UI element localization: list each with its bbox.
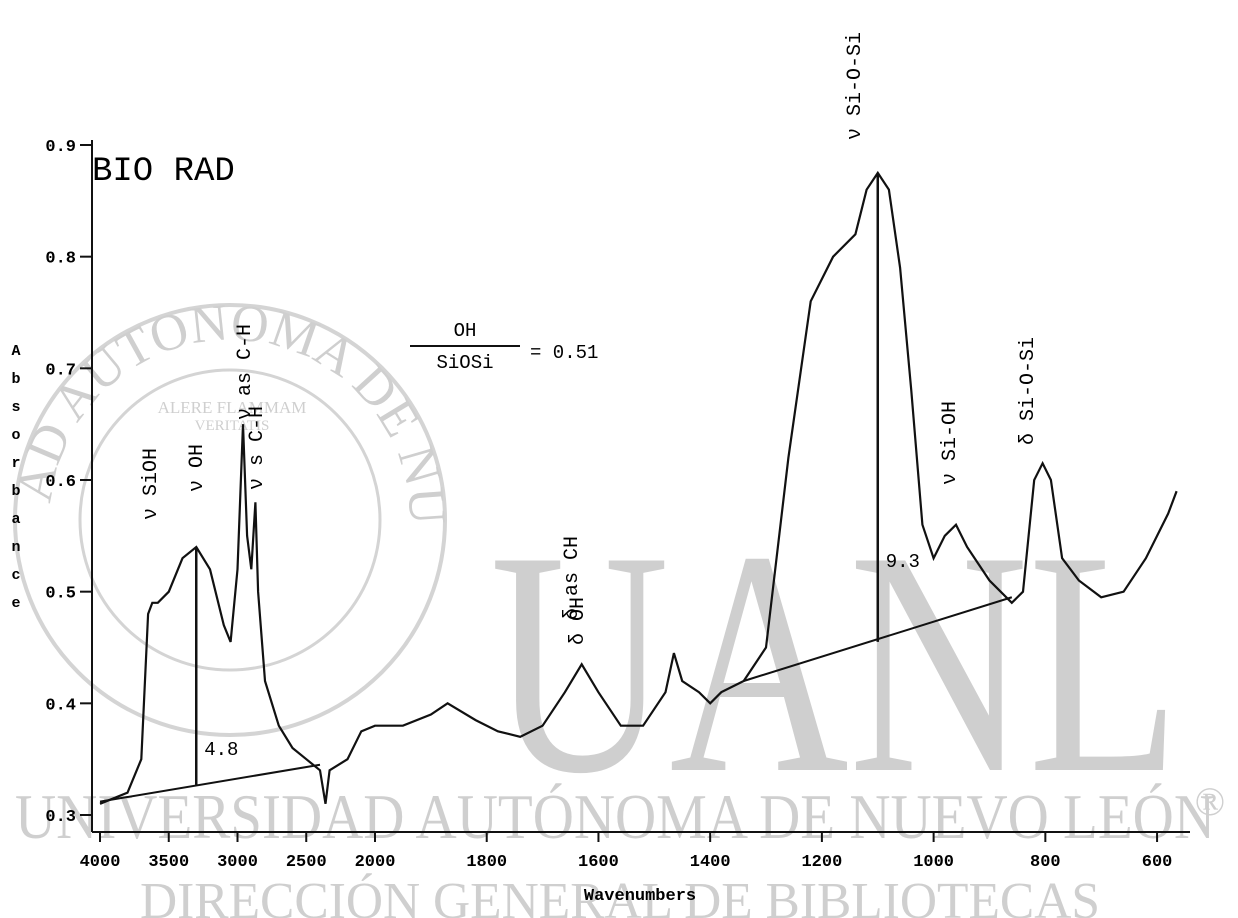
x-tick-label: 1200: [801, 853, 842, 872]
x-tick-label: 2500: [286, 853, 327, 872]
x-axis-label: Wavenumbers: [584, 887, 696, 906]
x-tick-label: 4000: [80, 853, 121, 872]
logo: UANL: [490, 486, 1180, 840]
x-tick-label: 1400: [690, 853, 731, 872]
seal-inner: [78, 368, 382, 672]
x-tick-label: 1000: [913, 853, 954, 872]
seal-outer: [13, 303, 447, 737]
y-tick-label: 0.5: [45, 585, 76, 604]
band-annotation: δ as CH: [561, 536, 584, 620]
x-tick-label: 2000: [355, 853, 396, 872]
band-annotation: δ OH: [567, 597, 590, 645]
y-tick-label: 0.6: [45, 473, 76, 492]
band-annotation: ν s C-H: [246, 406, 269, 490]
x-tick-label: 800: [1030, 853, 1061, 872]
y-tick-label: 0.4: [45, 696, 76, 715]
watermark-line: DIRECCIÓN GENERAL DE BIBLIOTECAS: [140, 872, 1100, 918]
seal-motto: ALERE FLAMMAM: [158, 398, 307, 417]
band-annotation: ν OH: [186, 444, 209, 492]
band-annotation: ν Si-O-Si: [844, 32, 867, 140]
ratio-numerator: OH: [454, 320, 477, 342]
seal-motto: VERITATIS: [195, 418, 270, 434]
peak-height-label: 9.3: [886, 551, 920, 573]
y-tick-label: 0.7: [45, 361, 76, 380]
y-tick-label: 0.9: [45, 138, 76, 157]
chart-title: BIO RAD: [92, 153, 235, 191]
band-annotation: ν SiOH: [140, 448, 163, 520]
x-tick-label: 600: [1142, 853, 1173, 872]
band-annotation: δ Si-O-Si: [1017, 337, 1040, 445]
x-tick-label: 3000: [217, 853, 258, 872]
ratio-value: = 0.51: [530, 342, 598, 364]
x-tick-label: 1800: [466, 853, 507, 872]
y-tick-label: 0.3: [45, 808, 76, 827]
ratio-denominator: SiOSi: [436, 352, 493, 374]
baseline: [99, 763, 321, 803]
x-tick-label: 3500: [148, 853, 189, 872]
watermark-line: UNIVERSIDAD AUTÓNOMA DE NUEVO LEÓN: [15, 781, 1215, 852]
y-tick-label: 0.8: [45, 250, 76, 269]
band-annotation: ν as C-H: [234, 324, 257, 420]
band-annotation: ν Si-OH: [939, 401, 962, 485]
x-tick-label: 1600: [578, 853, 619, 872]
spectrum-line: [99, 170, 1178, 805]
peak-height-label: 4.8: [204, 739, 238, 761]
registered-mark: ®: [1195, 779, 1225, 824]
